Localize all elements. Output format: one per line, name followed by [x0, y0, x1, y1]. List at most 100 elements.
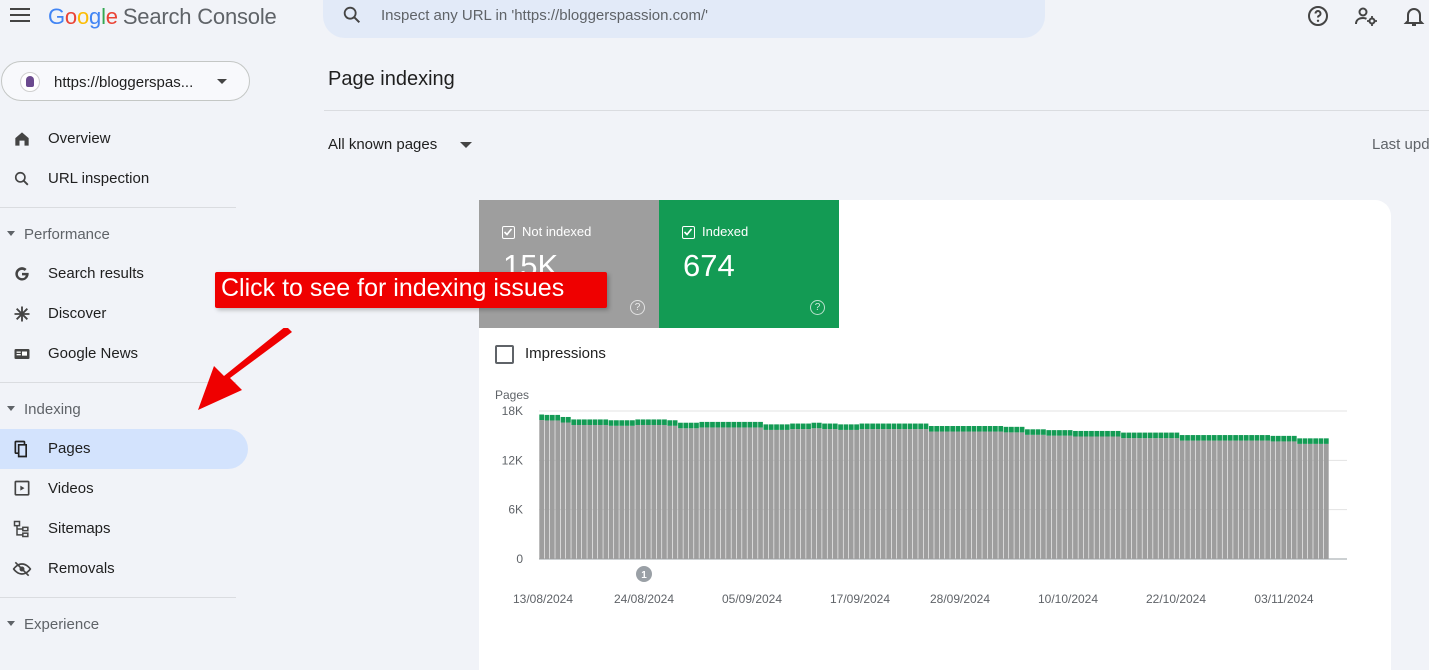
bar-not-indexed [800, 429, 806, 559]
bar-not-indexed [1046, 435, 1052, 559]
bar-indexed [1201, 435, 1206, 441]
search-icon [343, 6, 361, 24]
help-icon[interactable] [1306, 4, 1330, 28]
bar-indexed [784, 424, 790, 430]
bar-not-indexed [539, 420, 545, 559]
bar-indexed [624, 420, 630, 426]
property-avatar [20, 72, 40, 92]
bar-indexed [715, 421, 721, 428]
bar-not-indexed [1270, 441, 1276, 559]
bar-indexed [672, 420, 678, 426]
section-performance[interactable]: Performance [0, 219, 240, 249]
bar-not-indexed [630, 425, 635, 559]
logo[interactable]: Google Search Console [48, 4, 277, 29]
menu-icon[interactable] [10, 8, 30, 24]
checkbox-checked-icon[interactable] [682, 226, 695, 239]
bar-indexed [1078, 430, 1084, 437]
bar-indexed [565, 416, 571, 423]
section-experience[interactable]: Experience [0, 609, 240, 639]
bar-not-indexed [1003, 432, 1009, 559]
bar-not-indexed [1126, 438, 1132, 559]
bar-indexed [1147, 432, 1153, 439]
bar-indexed [1254, 435, 1260, 441]
impressions-checkbox[interactable] [495, 345, 514, 364]
bar-indexed [774, 424, 779, 430]
bar-not-indexed [816, 428, 822, 559]
bar-indexed [1297, 438, 1303, 444]
bar-not-indexed [592, 424, 598, 559]
search-input[interactable]: Inspect any URL in 'https://bloggerspass… [381, 7, 709, 24]
chevron-down-icon[interactable] [460, 142, 472, 148]
bar-not-indexed [742, 427, 747, 559]
bar-not-indexed [1051, 435, 1057, 559]
bar-indexed [1142, 432, 1148, 439]
property-selector[interactable]: https://bloggerspas... [1, 61, 250, 101]
sidebar-item-sitemaps[interactable]: Sitemaps [0, 509, 248, 549]
sidebar-item-pages[interactable]: Pages [0, 429, 248, 469]
sidebar-item-search-results[interactable]: Search results [0, 254, 248, 294]
bar-not-indexed [1041, 434, 1046, 559]
sidebar-item-discover[interactable]: Discover [0, 294, 248, 334]
pages-filter-dropdown[interactable]: All known pages [328, 136, 438, 153]
bar-not-indexed [1233, 440, 1238, 559]
bar-indexed [768, 424, 774, 430]
admin-icon[interactable] [1354, 4, 1378, 28]
bar-indexed [779, 424, 785, 430]
bar-indexed [1073, 430, 1078, 437]
bar-not-indexed [1313, 443, 1319, 559]
bar-not-indexed [1163, 438, 1169, 559]
sitemap-icon [13, 520, 29, 538]
help-icon[interactable]: ? [810, 300, 825, 315]
bar-indexed [1158, 432, 1164, 439]
bar-not-indexed [1067, 435, 1073, 559]
bar-indexed [1323, 438, 1329, 444]
sidebar-item-videos[interactable]: Videos [0, 469, 248, 509]
bar-not-indexed [710, 427, 715, 559]
sidebar-item-google-news[interactable]: Google News [0, 334, 248, 374]
bar-indexed [1185, 435, 1190, 441]
annotation-callout: Click to see for indexing issues [215, 272, 607, 308]
not-indexed-tile[interactable]: Not indexed 15K ? [479, 200, 659, 328]
bar-not-indexed [774, 429, 779, 559]
bar-indexed [950, 426, 956, 432]
bar-not-indexed [982, 431, 988, 559]
bar-indexed [1318, 438, 1324, 444]
bar-not-indexed [1062, 435, 1068, 559]
url-inspection-search[interactable]: Inspect any URL in 'https://bloggerspass… [323, 0, 1045, 38]
bar-indexed [1089, 430, 1094, 437]
help-icon[interactable]: ? [630, 300, 645, 315]
bar-indexed [795, 423, 801, 430]
sidebar-item-removals[interactable]: Removals [0, 549, 248, 589]
sidebar-item-url-inspection[interactable]: URL inspection [0, 159, 248, 199]
bar-indexed [854, 424, 859, 430]
bar-not-indexed [1174, 438, 1180, 559]
bar-indexed [987, 426, 993, 432]
bar-indexed [656, 419, 662, 425]
bar-not-indexed [1121, 438, 1126, 559]
bar-indexed [1195, 435, 1201, 441]
section-indexing[interactable]: Indexing [0, 394, 240, 424]
y-tick-label: 0 [516, 552, 523, 566]
bar-indexed [1211, 435, 1217, 441]
notifications-icon[interactable] [1402, 4, 1426, 28]
bar-not-indexed [1099, 436, 1105, 559]
bar-not-indexed [891, 429, 897, 559]
bar-not-indexed [662, 424, 667, 559]
checkbox-checked-icon[interactable] [502, 226, 515, 239]
bar-indexed [1227, 435, 1233, 441]
bar-indexed [1110, 430, 1116, 437]
divider [0, 207, 236, 208]
indexed-tile[interactable]: Indexed 674 ? [659, 200, 839, 328]
bar-indexed [678, 422, 683, 429]
bar-indexed [934, 426, 940, 432]
bar-not-indexed [1131, 438, 1137, 559]
bar-not-indexed [555, 420, 561, 559]
bar-indexed [1206, 435, 1212, 441]
sidebar-item-overview[interactable]: Overview [0, 119, 248, 159]
bar-indexed [1169, 432, 1174, 439]
bar-not-indexed [1019, 432, 1025, 559]
bar-not-indexed [1238, 440, 1244, 559]
bar-not-indexed [896, 429, 902, 559]
bar-not-indexed [560, 422, 566, 559]
home-icon [15, 132, 29, 146]
